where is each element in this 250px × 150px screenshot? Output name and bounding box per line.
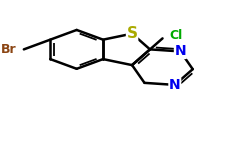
Text: N: N <box>174 44 186 58</box>
Text: S: S <box>126 26 138 41</box>
Text: N: N <box>169 78 180 92</box>
Text: Br: Br <box>1 43 17 56</box>
Text: Cl: Cl <box>170 29 183 42</box>
